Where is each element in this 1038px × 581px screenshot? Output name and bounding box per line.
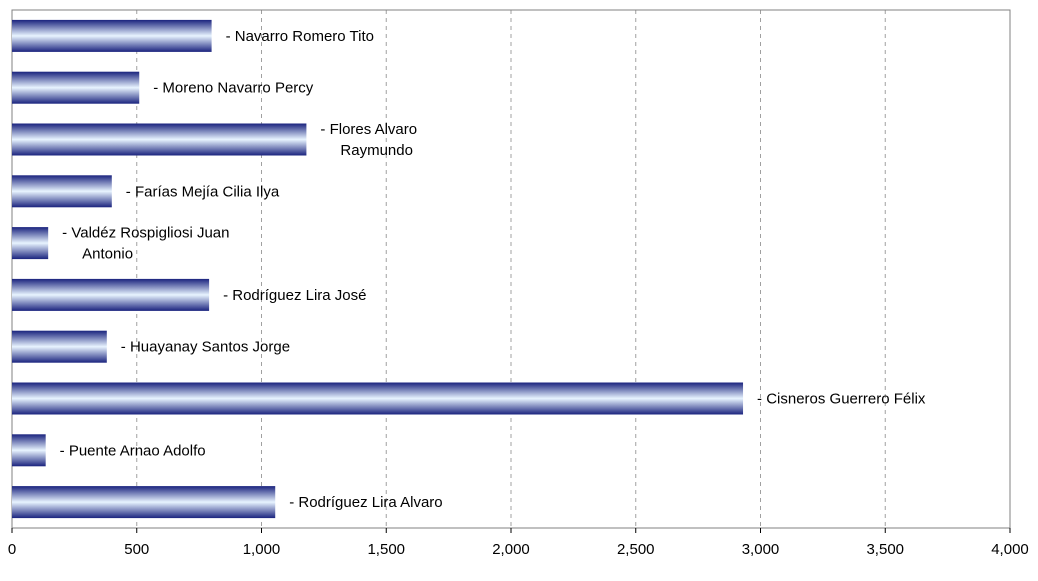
x-tick-label: 4,000 [991, 541, 1029, 558]
bar-label: - Rodríguez Lira José [223, 287, 366, 304]
bar-label: - Puente Arnao Adolfo [60, 442, 206, 459]
bar-label: - Navarro Romero Tito [226, 28, 374, 45]
bar-label: - Moreno Navarro Percy [153, 80, 314, 97]
bar [12, 330, 107, 363]
grid-lines [136, 10, 886, 528]
bar [12, 123, 307, 156]
bar [12, 382, 744, 415]
bar-label: - Rodríguez Lira Alvaro [289, 494, 442, 511]
x-tick-label: 0 [8, 541, 16, 558]
bar [12, 175, 112, 208]
bar-label: - Flores Alvaro Raymundo [320, 121, 417, 159]
x-axis: 0 500 1,000 1,500 2,000 2,500 3,000 3,500 4,000 [8, 528, 1029, 558]
bars [12, 19, 744, 519]
bar [12, 434, 46, 467]
bar [12, 227, 49, 260]
bar-labels: - Navarro Romero Tito - Moreno Navarro Pe… [60, 28, 926, 511]
x-tick-label: 1,500 [367, 541, 405, 558]
bar [12, 71, 140, 104]
x-tick-label: 3,500 [866, 541, 904, 558]
bar-label: - Huayanay Santos Jorge [121, 339, 290, 356]
x-tick-label: 3,000 [742, 541, 780, 558]
x-tick-label: 1,000 [243, 541, 281, 558]
x-tick-label: 2,500 [617, 541, 655, 558]
bar [12, 486, 276, 519]
bar-label: - Farías Mejía Cilia Ilya [126, 183, 280, 200]
x-tick-label: 500 [124, 541, 149, 558]
bar-label: - Cisneros Guerrero Félix [757, 391, 926, 408]
bar-label: - Valdéz Rospigliosi Juan Antonio [62, 225, 229, 263]
bar [12, 278, 210, 311]
x-tick-label: 2,000 [492, 541, 530, 558]
bar [12, 19, 212, 52]
